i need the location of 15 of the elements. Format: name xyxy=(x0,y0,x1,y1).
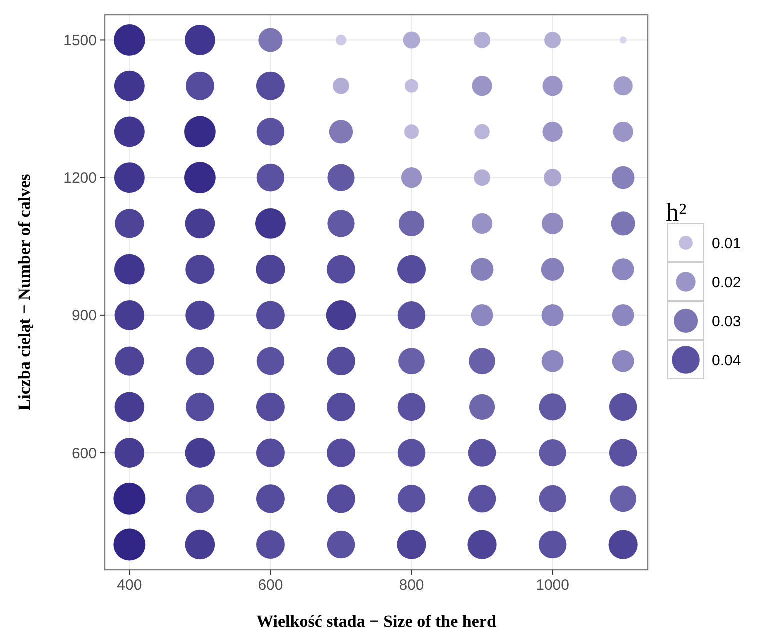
y-axis-title: Liczba cieląt − Number of calves xyxy=(15,174,34,411)
x-tick-label: 1000 xyxy=(536,577,570,594)
legend-label: 0.02 xyxy=(712,274,742,292)
x-tick-label: 400 xyxy=(117,577,142,594)
legend-label: 0.03 xyxy=(712,313,742,330)
legend-label: 0.04 xyxy=(712,352,742,370)
y-tick-label: 900 xyxy=(72,308,97,325)
y-tick-label: 1500 xyxy=(64,32,97,50)
legend-title: h² xyxy=(666,198,687,227)
y-tick-label: 600 xyxy=(72,445,97,462)
x-tick-label: 600 xyxy=(258,577,284,594)
x-axis-title: Wielkość stada − Size of the herd xyxy=(256,612,497,631)
legend-label: 0.01 xyxy=(712,235,742,252)
y-tick-label: 1200 xyxy=(64,170,97,188)
x-tick-label: 800 xyxy=(399,577,424,594)
